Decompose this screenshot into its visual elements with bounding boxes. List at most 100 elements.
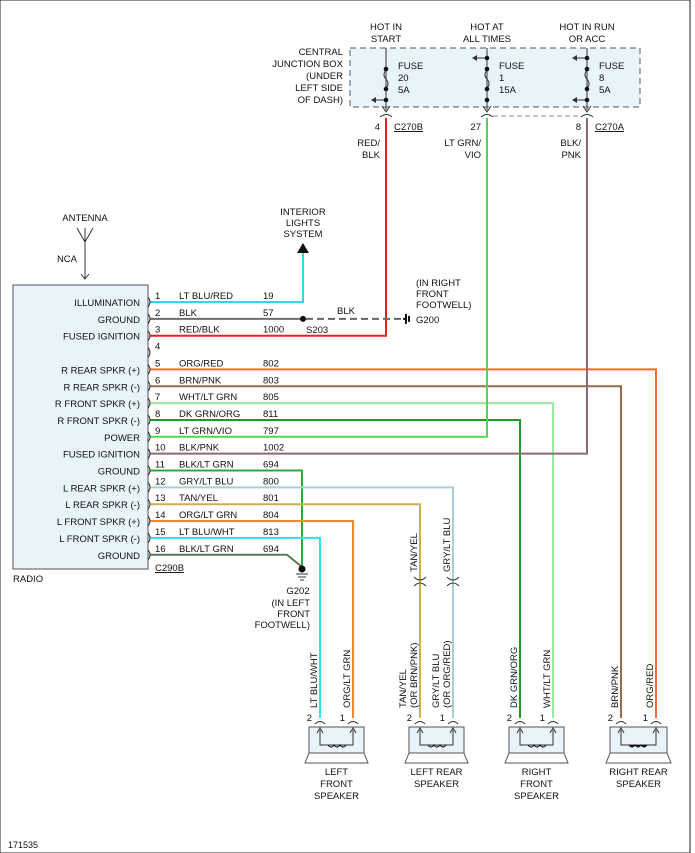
pin-row-5: R REAR SPKR (+) 5 ORG/RED 802 (61, 358, 279, 376)
pin-number: 7 (155, 392, 160, 403)
wire-1002 (150, 118, 588, 455)
speaker-name: SPEAKER (616, 779, 661, 790)
wire-color: BLK (337, 306, 356, 317)
g200-note: FOOTWELL) (416, 300, 471, 311)
pin-number: 14 (155, 510, 166, 521)
arrowhead-icon (472, 55, 477, 61)
pin-number: 1 (540, 713, 545, 724)
wire-813 (150, 536, 321, 718)
wire-color: TAN/YEL (179, 493, 218, 504)
pin-connector-icon (147, 532, 151, 544)
figure-number: 171535 (8, 840, 38, 850)
ground-icon (403, 313, 410, 324)
g202-note: FOOTWELL) (255, 620, 310, 631)
pin-number: 9 (155, 426, 160, 437)
connector-icon (447, 721, 459, 725)
pin-row-1: ILLUMINATION 1 LT BLU/RED 19 (74, 291, 273, 309)
pin-number: 13 (155, 493, 166, 504)
wire-color: ORG/RED (179, 358, 223, 369)
pin-number: 12 (155, 476, 166, 487)
fuse-label: 15A (499, 85, 517, 96)
wire-color-label: BLK/ (560, 138, 581, 149)
pin-connector-icon (147, 364, 151, 375)
connector-icon (414, 721, 426, 725)
pin-connector-icon (147, 431, 151, 443)
connector-icon (379, 114, 393, 118)
fuse-label: FUSE (499, 61, 524, 72)
circuit-number: 804 (263, 510, 279, 521)
pin-connector-icon (147, 380, 151, 392)
pin-row-10: FUSED IGNITION 10 BLK/PNK 1002 (63, 443, 284, 461)
pin-connector-icon (147, 330, 151, 342)
circuit-number: 813 (263, 527, 279, 538)
speaker-name: RIGHT REAR (609, 767, 668, 778)
pin-function: L FRONT SPKR (+) (57, 517, 140, 528)
pin-function: R REAR SPKR (-) (63, 382, 140, 393)
circuit-number: 694 (263, 460, 279, 471)
antenna-label: ANTENNA (62, 213, 108, 224)
speaker-coil-icon (316, 727, 357, 746)
fuse-label: 20 (398, 73, 409, 84)
node (383, 66, 389, 72)
speaker-1: 2 1 TAN/YEL (OR BRN/PNK) GRY/LT BLU (OR ORG/R… (398, 640, 469, 790)
wire-1000 (150, 118, 387, 337)
node (484, 86, 490, 92)
pin-number: 2 (307, 713, 312, 724)
pin-function: GROUND (98, 315, 140, 326)
wire-color-label: BLK (362, 150, 381, 161)
pin-connector-icon (147, 549, 151, 561)
speaker-magnet (609, 726, 668, 754)
coil-icon (327, 744, 347, 748)
arrowhead-icon (572, 55, 577, 61)
g202-note: (IN LEFT (271, 598, 310, 609)
fuse-label: 1 (499, 73, 504, 84)
fuse-label: FUSE (398, 61, 423, 72)
wire-color: GRY/LT BLU (179, 476, 234, 487)
arrowhead-icon (572, 97, 577, 103)
pin-connector-icon (147, 465, 151, 476)
node (584, 86, 590, 92)
speaker-cone (504, 752, 569, 764)
wire-color: WHT/LT GRN (179, 392, 237, 403)
pin-row-8: R FRONT SPKR (-) 8 DK GRN/ORG 811 (57, 409, 278, 427)
ground-icon (296, 573, 308, 581)
circuit-number: 802 (263, 358, 279, 369)
wire-801 (150, 503, 421, 718)
pin-number: 1 (440, 713, 445, 724)
inline-connector-icon (446, 576, 460, 587)
wire-797 (150, 118, 488, 438)
wire-694 (150, 553, 303, 568)
wire-color-label: (OR BRN/PNK) (409, 643, 420, 708)
fuse-heading: ALL TIMES (463, 34, 511, 45)
pin-number: 1 (643, 713, 648, 724)
circuit-number: 1002 (263, 443, 284, 454)
pin-function: GROUND (98, 551, 140, 562)
splice-node (300, 315, 306, 322)
radio-unit: RADIO C290B ILLUMINATION 1 LT BLU/RED 19 GROUN… (12, 284, 284, 585)
pin-number: 8 (155, 409, 160, 420)
pin-row-12: L REAR SPKR (+) 12 GRY/LT BLU 800 (63, 476, 279, 494)
wire-color-label: ORG/RED (645, 664, 656, 708)
pin-function: L REAR SPKR (-) (65, 500, 140, 511)
pin-connector-icon (147, 347, 151, 358)
node (383, 86, 389, 92)
node (584, 55, 590, 61)
pin-number: 1 (155, 291, 160, 302)
connector-id: C290B (155, 563, 184, 574)
speaker-name: SPEAKER (514, 791, 559, 802)
pin-connector-icon (147, 482, 151, 493)
wire-color-label: WHT/LT GRN (542, 650, 553, 708)
circuit-number: 800 (263, 476, 279, 487)
wire-color: LT BLU/WHT (179, 527, 235, 538)
pin-row-7: R FRONT SPKR (+) 7 WHT/LT GRN 805 (55, 392, 279, 410)
circuit-number: 1000 (263, 325, 284, 336)
wires (150, 118, 657, 718)
antenna-connector: NCA (57, 254, 78, 265)
node (584, 66, 590, 72)
pin-connector-icon (147, 313, 151, 325)
wire-803 (150, 385, 622, 718)
speaker-magnet (308, 726, 365, 754)
wire-color-label: DK GRN/ORG (509, 647, 520, 708)
wire-19 (150, 250, 304, 303)
pin-function: R REAR SPKR (+) (61, 365, 140, 376)
